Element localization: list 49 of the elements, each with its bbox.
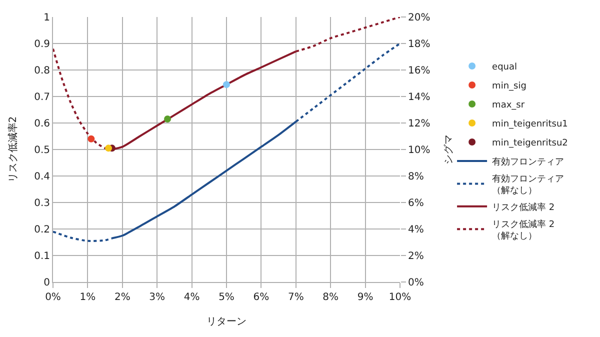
y2-tick-label: 16% [408,66,430,76]
y-tick-label: 0.1 [34,251,50,262]
y2-tick-label: 2% [408,251,424,262]
y2-tick-label: 8% [408,172,424,182]
x-tick-label: 9% [357,292,374,303]
point [223,81,230,88]
x-tick-label: 1% [80,292,96,303]
legend-label: リスク低減率 2 [492,202,555,213]
y-tick-label: 0.2 [34,224,50,236]
y-tick-label: 0.5 [34,145,50,156]
y2-axis-title: シグマ [444,134,455,164]
x-tick-label: 2% [114,292,130,303]
y2-tick-label: 12% [408,118,430,130]
x-tick-label: 5% [218,292,234,303]
x-tick-label: 3% [149,292,166,303]
legend-label: リスク低減率 2（解なし） [492,218,555,242]
y2-tick-label: 0% [408,278,424,288]
x-tick-label: 6% [253,292,270,303]
y-axis-title: リスク低減率2 [7,116,20,183]
y2-tick-label: 20% [408,12,430,24]
y2-tick-label: 18% [408,39,430,50]
legend-label: min_teigenritsu1 [492,120,568,130]
y2-tick-label: 14% [408,92,430,103]
legend-label: min_sig [492,82,526,92]
y2-tick-label: 10% [408,145,430,156]
point [164,116,172,123]
legend-label: 有効フロンティア（解なし） [492,173,564,196]
x-tick-label: 0% [45,292,61,303]
x-tick-label: 7% [288,292,304,303]
legend-label: equal [492,62,518,73]
x-tick-label: 4% [184,292,200,303]
point [88,135,95,142]
legend-label: min_teigenritsu2 [492,138,568,149]
y-tick-label: 0.3 [34,198,50,209]
point [105,144,112,152]
y-tick-label: 0 [44,278,50,288]
y-tick-label: 0.8 [34,66,50,76]
legend-label: 有効フロンティア [492,156,564,168]
x-axis-title: リターン [206,316,246,328]
y-tick-label: 1 [44,12,50,24]
y-tick-label: 0.4 [34,172,50,182]
y-tick-label: 0.7 [34,92,50,103]
y-tick-label: 0.6 [34,118,50,130]
x-tick-label: 8% [322,292,339,303]
y2-tick-label: 6% [408,198,424,209]
y-tick-label: 0.9 [34,39,50,50]
x-tick-label: 10% [388,292,412,303]
y2-tick-label: 4% [408,224,424,236]
legend-label: max_sr [492,100,525,111]
